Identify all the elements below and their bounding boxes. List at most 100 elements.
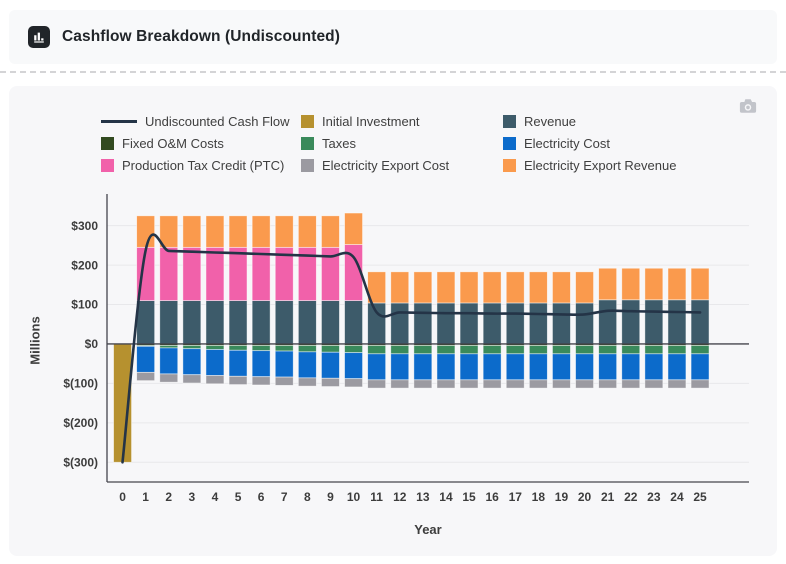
bar-segment[interactable] [182, 374, 202, 384]
bar-segment[interactable] [251, 215, 271, 248]
bar-segment[interactable] [644, 379, 664, 389]
bar-segment[interactable] [552, 353, 571, 381]
bar-segment[interactable] [136, 300, 156, 345]
bar-segment[interactable] [251, 345, 271, 352]
bar-segment[interactable] [690, 379, 710, 389]
bar-segment[interactable] [205, 246, 225, 301]
bar-segment[interactable] [274, 215, 294, 248]
bar-segment[interactable] [575, 302, 594, 345]
bar-segment[interactable] [667, 345, 687, 355]
legend-item-electricity-cost[interactable]: Electricity Cost [503, 136, 676, 151]
bar-segment[interactable] [436, 379, 456, 389]
bar-segment[interactable] [621, 353, 641, 381]
bar-segment[interactable] [274, 300, 294, 345]
bar-segment[interactable] [251, 300, 271, 345]
bar-segment[interactable] [598, 267, 618, 301]
bar-segment[interactable] [575, 379, 594, 389]
bar-segment[interactable] [621, 379, 641, 389]
bar-segment[interactable] [482, 271, 502, 304]
legend-item-electricity-export-revenue[interactable]: Electricity Export Revenue [503, 158, 676, 173]
legend-item-taxes[interactable]: Taxes [301, 136, 503, 151]
bar-segment[interactable] [205, 300, 225, 345]
bar-segment[interactable] [390, 353, 410, 381]
bar-segment[interactable] [205, 375, 225, 385]
bar-segment[interactable] [621, 299, 641, 345]
bar-segment[interactable] [621, 345, 641, 355]
bar-segment[interactable] [390, 345, 410, 355]
bar-segment[interactable] [367, 345, 387, 355]
bar-segment[interactable] [505, 345, 525, 355]
bar-segment[interactable] [667, 353, 687, 381]
bar-segment[interactable] [413, 345, 433, 355]
bar-segment[interactable] [413, 271, 433, 304]
bar-segment[interactable] [413, 302, 433, 345]
bar-segment[interactable] [321, 345, 340, 353]
bar-segment[interactable] [159, 300, 179, 345]
bar-segment[interactable] [205, 345, 225, 350]
cashflow-chart[interactable]: $300$200$100$0$(100)$(200)$(300)0 1 2 3 4 5 6 7… [9, 186, 777, 552]
bar-segment[interactable] [205, 215, 225, 248]
bar-segment[interactable] [598, 353, 618, 381]
bar-segment[interactable] [205, 349, 225, 376]
bar-segment[interactable] [505, 271, 525, 304]
bar-segment[interactable] [505, 353, 525, 381]
bar-segment[interactable] [321, 215, 340, 248]
bar-segment[interactable] [436, 271, 456, 304]
bar-segment[interactable] [459, 271, 479, 304]
bar-segment[interactable] [297, 377, 317, 387]
bar-segment[interactable] [228, 246, 248, 301]
bar-segment[interactable] [159, 347, 179, 375]
bar-segment[interactable] [367, 302, 387, 345]
bar-segment[interactable] [528, 302, 548, 345]
bar-segment[interactable] [436, 353, 456, 381]
bar-segment[interactable] [690, 345, 710, 355]
bar-segment[interactable] [436, 345, 456, 355]
bar-segment[interactable] [667, 299, 687, 345]
bar-segment[interactable] [436, 302, 456, 345]
download-plot-camera-icon[interactable] [739, 99, 757, 114]
bar-segment[interactable] [136, 371, 156, 382]
bar-segment[interactable] [644, 345, 664, 355]
bar-segment[interactable] [297, 351, 317, 379]
bar-segment[interactable] [459, 345, 479, 355]
bar-segment[interactable] [390, 302, 410, 345]
bar-segment[interactable] [367, 271, 387, 304]
bar-segment[interactable] [552, 302, 571, 345]
bar-segment[interactable] [344, 378, 363, 388]
legend-item-production-tax-credit-ptc[interactable]: Production Tax Credit (PTC) [101, 158, 301, 173]
legend-item-electricity-export-cost[interactable]: Electricity Export Cost [301, 158, 503, 173]
bar-segment[interactable] [344, 352, 363, 380]
bar-segment[interactable] [552, 379, 571, 389]
bar-segment[interactable] [459, 353, 479, 381]
bar-segment[interactable] [228, 345, 248, 351]
bar-segment[interactable] [482, 345, 502, 355]
undiscounted-cash-flow-line[interactable] [121, 233, 702, 464]
bar-segment[interactable] [528, 379, 548, 389]
bar-segment[interactable] [159, 246, 179, 301]
bar-segment[interactable] [297, 215, 317, 248]
bar-segment[interactable] [528, 345, 548, 355]
bar-segment[interactable] [575, 271, 594, 304]
bar-segment[interactable] [182, 348, 202, 376]
bar-segment[interactable] [459, 379, 479, 389]
bar-segment[interactable] [598, 379, 618, 389]
bar-segment[interactable] [598, 299, 618, 345]
bar-segment[interactable] [182, 215, 202, 248]
bar-segment[interactable] [321, 300, 340, 345]
bar-segment[interactable] [459, 302, 479, 345]
bar-segment[interactable] [528, 271, 548, 304]
legend-item-undiscounted-cash-flow[interactable]: Undiscounted Cash Flow [101, 114, 301, 129]
bar-segment[interactable] [344, 300, 363, 345]
bar-segment[interactable] [413, 379, 433, 389]
bar-segment[interactable] [505, 302, 525, 345]
legend-item-initial-investment[interactable]: Initial Investment [301, 114, 503, 129]
bar-segment[interactable] [228, 349, 248, 377]
bar-segment[interactable] [598, 345, 618, 355]
bar-segment[interactable] [136, 345, 156, 373]
bar-segment[interactable] [482, 353, 502, 381]
bar-segment[interactable] [297, 300, 317, 345]
bar-segment[interactable] [367, 379, 387, 389]
bar-segment[interactable] [575, 345, 594, 355]
bar-segment[interactable] [274, 345, 294, 352]
bar-segment[interactable] [667, 267, 687, 301]
